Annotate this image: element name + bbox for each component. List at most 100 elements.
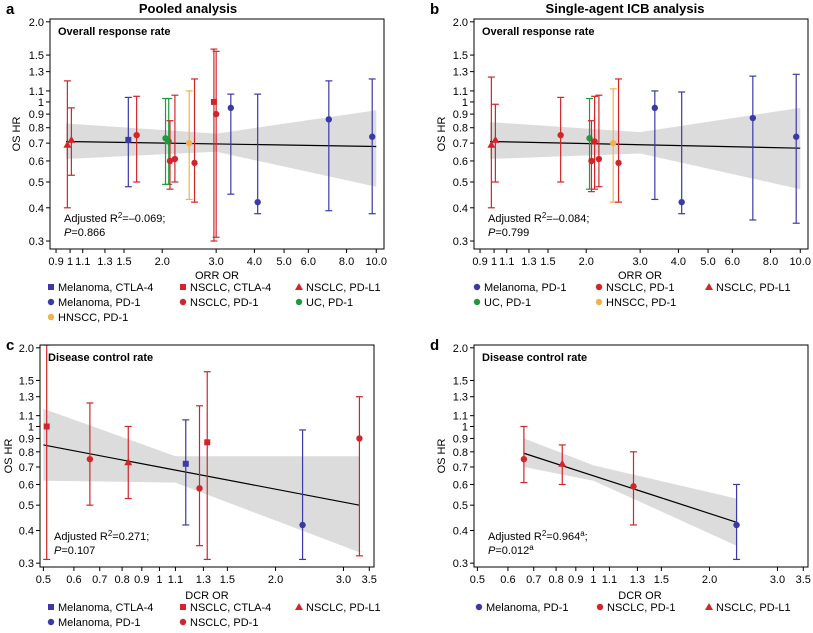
legend-marker bbox=[48, 284, 54, 290]
x-axis-label: DCR OR bbox=[618, 590, 661, 602]
legend-item-nsclc_pdl1: NSCLC, PD-L1 bbox=[705, 282, 791, 294]
legend-label: Melanoma, CTLA-4 bbox=[58, 602, 153, 614]
legend: Melanoma, PD-1 NSCLC, PD-1 NSCLC, PD-L1 bbox=[475, 602, 791, 614]
x-tick-label: 0.8 bbox=[548, 574, 563, 586]
x-tick-label: 3.0 bbox=[770, 574, 785, 586]
x-tick-label: 6.0 bbox=[725, 256, 740, 268]
point-marker bbox=[651, 104, 659, 112]
p-label: P bbox=[488, 227, 496, 239]
legend-item-nsclc_pdl1: NSCLC, PD-L1 bbox=[295, 602, 381, 614]
plot-frame bbox=[473, 18, 809, 250]
point-marker bbox=[591, 138, 598, 145]
point-marker bbox=[166, 157, 174, 165]
legend-marker bbox=[596, 603, 604, 611]
y-axis-label: OS HR bbox=[436, 117, 448, 152]
y-tick-label: 1.3 bbox=[29, 67, 44, 79]
y-axis-label: OS HR bbox=[3, 439, 15, 474]
confidence-band bbox=[523, 438, 737, 546]
point-marker bbox=[491, 135, 500, 143]
stat-p: P=0.866 bbox=[64, 227, 105, 239]
x-tick-label: 0.5 bbox=[36, 574, 51, 586]
legend-item-nsclc_pdl1: NSCLC, PD-L1 bbox=[295, 282, 381, 294]
x-tick-label: 4.0 bbox=[671, 256, 686, 268]
p-label: P bbox=[488, 545, 496, 557]
point-marker bbox=[610, 139, 617, 147]
x-tick-label: 3.0 bbox=[209, 256, 224, 268]
x-tick-label: 2.0 bbox=[702, 574, 717, 586]
x-tick-label: 4.0 bbox=[247, 256, 262, 268]
regression-line bbox=[489, 140, 801, 149]
x-tick-label: 1.1 bbox=[499, 256, 514, 268]
legend-marker bbox=[47, 313, 55, 321]
legend-marker bbox=[295, 298, 303, 306]
x-axis-label: ORR OR bbox=[618, 270, 662, 282]
y-axis-label: OS HR bbox=[11, 117, 23, 152]
legend-label: NSCLC, PD-L1 bbox=[716, 602, 791, 614]
stat-p: P=0.799 bbox=[488, 227, 529, 239]
stat-value: =0.964 bbox=[546, 531, 580, 543]
plot-frame bbox=[473, 344, 809, 568]
x-tick-label: 8.0 bbox=[763, 256, 778, 268]
legend-label: HNSCC, PD-1 bbox=[606, 297, 676, 309]
y-tick-label: 2.0 bbox=[453, 17, 468, 29]
x-axis-label: DCR OR bbox=[185, 590, 228, 602]
plot-frame bbox=[49, 18, 385, 250]
legend-item-nsclc_pd1: NSCLC, PD-1 bbox=[179, 617, 258, 629]
x-tick-label: 1.1 bbox=[168, 574, 183, 586]
x-tick-label: 0.9 bbox=[134, 574, 149, 586]
data-point-nsclc_pd1 bbox=[557, 96, 565, 183]
y-tick-label: 0.7 bbox=[29, 138, 44, 150]
y-tick-label: 0.8 bbox=[29, 123, 44, 135]
plot-area bbox=[43, 345, 363, 561]
x-tick-label: 0.7 bbox=[526, 574, 541, 586]
legend: Melanoma, PD-1 NSCLC, PD-1 NSCLC, PD-L1 UC,… bbox=[473, 282, 791, 309]
panel-letter: a bbox=[6, 1, 15, 18]
legend-marker bbox=[295, 603, 303, 610]
legend-item-nsclc_ctla4: NSCLC, CTLA-4 bbox=[180, 282, 271, 294]
x-tick-label: 2.0 bbox=[268, 574, 283, 586]
box-title: Disease control rate bbox=[482, 352, 587, 364]
point-marker bbox=[210, 98, 217, 105]
data-point-nsclc_ctla4 bbox=[210, 48, 218, 242]
data-point-nsclc_pdl1 bbox=[67, 107, 76, 176]
data-point-melanoma_pd1 bbox=[254, 93, 262, 215]
legend-item-nsclc_pd1: NSCLC, PD-1 bbox=[596, 602, 675, 614]
x-tick-label: 2.0 bbox=[155, 256, 170, 268]
stat-value: =–0.069; bbox=[122, 213, 165, 225]
x-tick-label: 10.0 bbox=[366, 256, 387, 268]
y-tick-label: 1 bbox=[28, 421, 34, 433]
p-label: P bbox=[64, 227, 72, 239]
stat-r2: Adjusted R2=0.271; bbox=[54, 529, 149, 544]
panel-letter: d bbox=[430, 337, 439, 354]
panel-letter: b bbox=[430, 1, 439, 18]
point-marker bbox=[186, 139, 193, 147]
p-value: =0.012 bbox=[495, 545, 529, 557]
stat-prefix: Adjusted R bbox=[64, 213, 118, 225]
y-tick-label: 1.1 bbox=[453, 411, 468, 423]
y-tick-label: 0.3 bbox=[453, 236, 468, 248]
confidence-band bbox=[490, 107, 801, 190]
stat-exp: 2 bbox=[542, 529, 547, 538]
legend-label: NSCLC, PD-1 bbox=[606, 282, 674, 294]
data-point-nsclc_pd1 bbox=[171, 94, 179, 183]
regression-line bbox=[65, 140, 377, 148]
legend-label: Melanoma, PD-1 bbox=[58, 297, 141, 309]
legend-item-hnscc_pd1: HNSCC, PD-1 bbox=[595, 297, 676, 309]
x-tick-label: 1 bbox=[67, 256, 73, 268]
point-marker bbox=[124, 458, 133, 466]
data-point-nsclc_pd1 bbox=[520, 425, 528, 484]
legend-label: NSCLC, PD-1 bbox=[190, 297, 258, 309]
legend-marker bbox=[705, 283, 713, 290]
legend-label: Melanoma, PD-1 bbox=[58, 617, 141, 629]
y-tick-label: 0.3 bbox=[453, 558, 468, 570]
legend-item-melanoma_pd1: Melanoma, PD-1 bbox=[47, 297, 141, 309]
data-point-hnscc_pd1 bbox=[185, 90, 193, 201]
x-tick-label: 8.0 bbox=[339, 256, 354, 268]
y-tick-label: 1 bbox=[462, 421, 468, 433]
panel-b: b Single-agent ICB analysis 0.3 0.4 0.5 0.6 0.… bbox=[430, 1, 811, 309]
y-tick-label: 0.8 bbox=[453, 447, 468, 459]
x-tick-label: 1 bbox=[590, 574, 596, 586]
data-point-melanoma_ctla4 bbox=[182, 419, 190, 526]
x-tick-label: 0.9 bbox=[472, 256, 487, 268]
